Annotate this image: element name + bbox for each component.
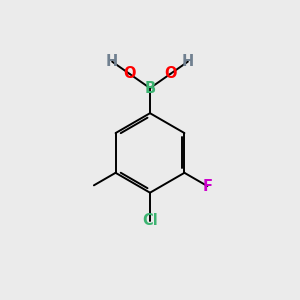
Text: Cl: Cl bbox=[142, 213, 158, 228]
Text: O: O bbox=[123, 66, 136, 81]
Text: H: H bbox=[106, 54, 118, 69]
Text: O: O bbox=[164, 66, 177, 81]
Text: H: H bbox=[182, 54, 194, 69]
Text: F: F bbox=[202, 178, 212, 194]
Text: B: B bbox=[144, 81, 156, 96]
